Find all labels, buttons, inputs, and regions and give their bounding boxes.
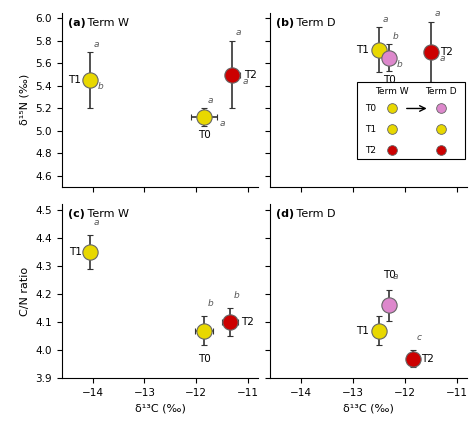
Text: T0: T0 (383, 270, 396, 280)
Text: Term D: Term D (293, 18, 335, 28)
Text: T0: T0 (198, 354, 210, 364)
Text: T2: T2 (241, 317, 254, 327)
Text: Term D: Term D (293, 210, 335, 219)
Text: b: b (383, 299, 388, 308)
Text: a: a (94, 218, 99, 227)
Text: b: b (397, 60, 403, 69)
Text: b: b (98, 82, 104, 91)
Text: a: a (383, 15, 388, 24)
Text: (a): (a) (67, 18, 85, 28)
Text: a: a (94, 40, 99, 49)
Text: T2: T2 (244, 70, 257, 79)
Text: T2: T2 (365, 146, 375, 155)
Text: Term W: Term W (375, 88, 409, 96)
Text: T1: T1 (356, 326, 369, 335)
Bar (357, 82, 465, 159)
Text: T0: T0 (383, 75, 396, 85)
Text: T0: T0 (198, 130, 210, 140)
Text: Term W: Term W (84, 18, 129, 28)
Text: a: a (208, 96, 213, 105)
Text: b: b (393, 32, 399, 41)
Text: b: b (208, 299, 213, 308)
Text: T2: T2 (440, 47, 453, 57)
Text: T2: T2 (421, 354, 434, 364)
Text: a: a (393, 272, 398, 281)
Text: T0: T0 (365, 104, 376, 113)
X-axis label: δ¹³C (‰): δ¹³C (‰) (135, 403, 185, 414)
Y-axis label: C/N ratio: C/N ratio (20, 266, 30, 316)
Text: Term W: Term W (84, 210, 129, 219)
Text: (c): (c) (67, 210, 84, 219)
Text: (d): (d) (276, 210, 294, 219)
Text: a: a (434, 9, 440, 18)
Text: T1: T1 (70, 247, 82, 257)
Text: T1: T1 (356, 45, 369, 55)
Text: c: c (416, 333, 421, 342)
Y-axis label: δ¹⁵N (‰): δ¹⁵N (‰) (20, 74, 30, 125)
Text: b: b (388, 52, 393, 61)
Text: b: b (234, 291, 239, 300)
Text: a: a (219, 119, 225, 128)
X-axis label: δ¹³C (‰): δ¹³C (‰) (343, 403, 394, 414)
Text: Term D: Term D (426, 88, 457, 96)
Text: T1: T1 (365, 125, 376, 134)
Text: T1: T1 (68, 75, 82, 85)
Text: (b): (b) (276, 18, 294, 28)
Text: a: a (243, 77, 248, 86)
Text: a: a (236, 28, 242, 37)
Text: a: a (439, 54, 445, 63)
